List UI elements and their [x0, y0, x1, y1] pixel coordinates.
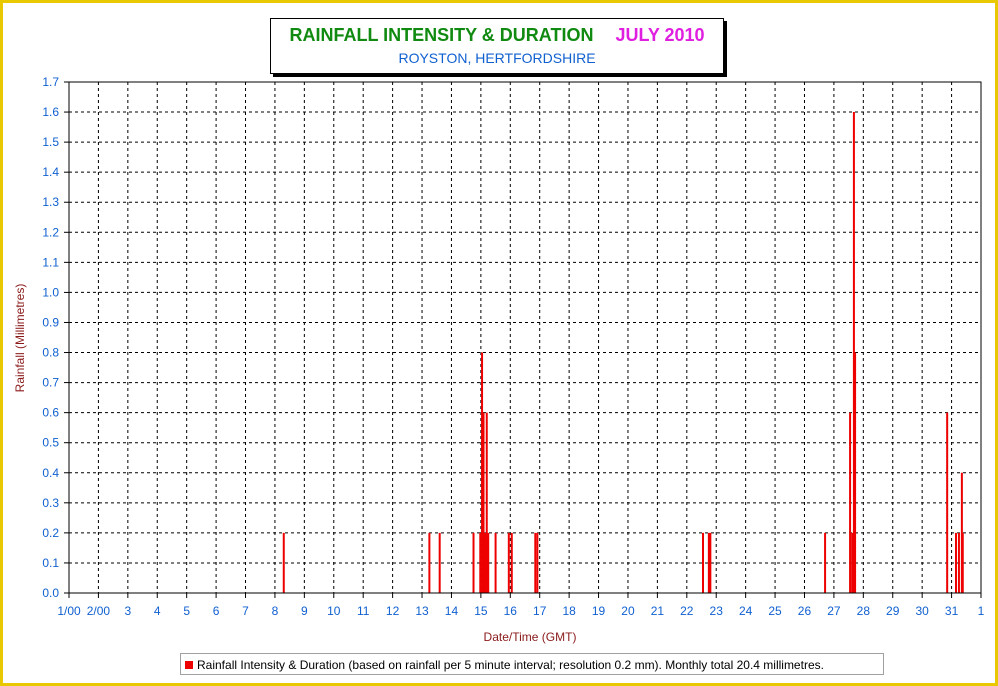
- y-tick-label: 0.3: [42, 496, 59, 510]
- x-tick-label: 13: [415, 604, 429, 618]
- x-tick-label: 1: [978, 604, 985, 618]
- chart-title-box: RAINFALL INTENSITY & DURATION JULY 2010 R…: [270, 18, 724, 74]
- x-tick-label: 27: [827, 604, 841, 618]
- y-tick-label: 0.6: [42, 406, 59, 420]
- y-tick-label: 0.1: [42, 556, 59, 570]
- x-tick-label: 22: [680, 604, 694, 618]
- y-tick-label: 0.8: [42, 346, 59, 360]
- legend: Rainfall Intensity & Duration (based on …: [180, 653, 884, 675]
- y-tick-label: 0.7: [42, 376, 59, 390]
- y-axis-title: Rainfall (Millimetres): [13, 284, 27, 393]
- x-tick-label: 30: [915, 604, 929, 618]
- x-tick-label: 7: [242, 604, 249, 618]
- axis-layer: 0.0 0.1 0.2 0.3 0.4 0.5 0.6 0.7 0.8 0.9 1.0 1.1 1.2 1…: [42, 75, 984, 618]
- x-tick-label: 8: [272, 604, 279, 618]
- legend-swatch: [185, 661, 193, 669]
- y-tick-label: 0.9: [42, 315, 59, 329]
- x-tick-label: 25: [768, 604, 782, 618]
- chart-title-month: JULY 2010: [615, 25, 705, 45]
- x-tick-label: 17: [533, 604, 547, 618]
- y-tick-label: 0.0: [42, 586, 59, 600]
- chart-title: RAINFALL INTENSITY & DURATION: [289, 25, 594, 45]
- plot-border: [68, 81, 982, 594]
- x-tick-label: 4: [154, 604, 161, 618]
- x-tick-label: 10: [327, 604, 341, 618]
- y-tick-label: 1.4: [42, 165, 59, 179]
- x-tick-label: 24: [739, 604, 753, 618]
- x-tick-label: 20: [621, 604, 635, 618]
- x-tick-label: 26: [798, 604, 812, 618]
- legend-label: Rainfall Intensity & Duration (based on …: [197, 658, 824, 672]
- x-tick-label: 1/00: [57, 604, 81, 618]
- y-tick-label: 0.2: [42, 526, 59, 540]
- x-tick-label: 3: [124, 604, 131, 618]
- x-tick-label: 19: [592, 604, 606, 618]
- x-tick-label: 28: [857, 604, 871, 618]
- y-tick-label: 1.5: [42, 135, 59, 149]
- bars-layer: [282, 112, 964, 593]
- x-tick-label: 14: [445, 604, 459, 618]
- x-tick-label: 6: [213, 604, 220, 618]
- y-tick-label: 1.3: [42, 195, 59, 209]
- x-tick-label: 12: [386, 604, 400, 618]
- y-tick-label: 1.7: [42, 75, 59, 89]
- x-tick-label: 5: [183, 604, 190, 618]
- y-tick-label: 1.6: [42, 105, 59, 119]
- x-tick-label: 31: [945, 604, 959, 618]
- y-tick-label: 0.4: [42, 466, 59, 480]
- y-tick-label: 1.2: [42, 225, 59, 239]
- x-tick-label: 16: [504, 604, 518, 618]
- x-tick-label: 18: [562, 604, 576, 618]
- grid-layer: [69, 81, 981, 593]
- y-tick-label: 1.1: [42, 255, 59, 269]
- x-tick-label: 21: [651, 604, 665, 618]
- x-tick-label: 11: [357, 604, 370, 618]
- x-tick-label: 29: [886, 604, 900, 618]
- x-tick-label: 2/00: [87, 604, 111, 618]
- x-axis-title: Date/Time (GMT): [484, 630, 577, 644]
- x-tick-label: 15: [474, 604, 488, 618]
- x-tick-label: 9: [301, 604, 308, 618]
- chart-subtitle: ROYSTON, HERTFORDSHIRE: [398, 50, 596, 66]
- y-tick-label: 1.0: [42, 285, 59, 299]
- y-tick-label: 0.5: [42, 436, 59, 450]
- x-tick-label: 23: [710, 604, 724, 618]
